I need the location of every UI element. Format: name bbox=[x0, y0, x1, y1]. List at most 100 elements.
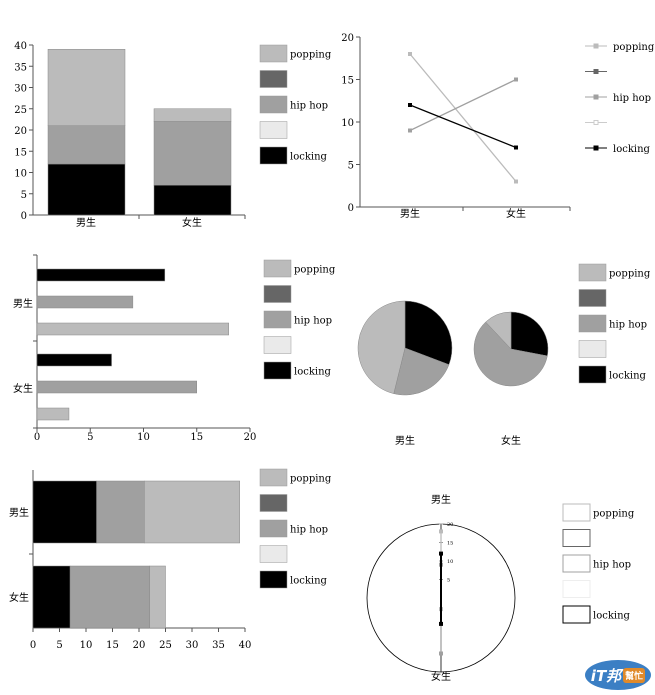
legend-swatch-0 bbox=[259, 468, 288, 487]
legend-label-2: hip hop bbox=[609, 320, 647, 331]
legend-label-4: locking bbox=[290, 152, 328, 163]
x-tick-label: 25 bbox=[159, 640, 172, 651]
pie-slice-popping-1 bbox=[485, 311, 512, 350]
x-tick-label: 0 bbox=[30, 640, 36, 651]
y-tick-label: 20 bbox=[341, 33, 354, 44]
legend-swatch-1 bbox=[259, 70, 288, 88]
radar-marker-hiphop bbox=[439, 651, 443, 656]
legend-label-4: locking bbox=[609, 371, 647, 382]
y-tick-label: 女生 bbox=[13, 382, 33, 395]
radar-tick-label: 15 bbox=[447, 541, 453, 547]
legend-label-4: locking bbox=[290, 576, 328, 587]
x-tick-label: 20 bbox=[133, 640, 146, 651]
legend-swatch-0 bbox=[578, 263, 607, 282]
legend-label-0: popping bbox=[613, 42, 655, 53]
bar-popping-1 bbox=[149, 565, 166, 629]
legend-label-0: popping bbox=[294, 265, 336, 276]
legend-swatch-2 bbox=[263, 310, 292, 329]
bar-hiphop-0 bbox=[96, 480, 145, 544]
legend-swatch-2 bbox=[259, 95, 288, 114]
x-tick-label: 15 bbox=[106, 640, 119, 651]
y-tick-label: 男生 bbox=[9, 506, 29, 519]
legend-swatch-3 bbox=[259, 545, 288, 563]
legend-swatch-4 bbox=[259, 570, 288, 589]
bar-locking-1 bbox=[153, 185, 232, 216]
legend-label-2: hip hop bbox=[613, 93, 651, 104]
bar-hiphop-1 bbox=[69, 565, 150, 629]
bar-popping-1 bbox=[153, 108, 232, 122]
marker-locking bbox=[514, 145, 518, 150]
x-tick-label: 40 bbox=[239, 640, 252, 651]
x-tick-label: 35 bbox=[212, 640, 225, 651]
legend-swatch-2 bbox=[259, 519, 288, 538]
y-tick-label: 女生 bbox=[9, 591, 29, 604]
y-tick-label: 25 bbox=[14, 105, 27, 116]
radar-marker-locking bbox=[439, 621, 443, 626]
bar-locking-1 bbox=[36, 353, 112, 367]
x-tick-label: 0 bbox=[34, 432, 40, 443]
bar-locking-0 bbox=[47, 163, 126, 216]
legend-label-4: locking bbox=[294, 367, 332, 378]
radar-tick-label: 5 bbox=[447, 578, 450, 584]
bar-locking-0 bbox=[36, 268, 166, 282]
legend-swatch-0 bbox=[562, 503, 591, 522]
x-tick-label: 30 bbox=[186, 640, 199, 651]
bar-locking-0 bbox=[32, 480, 97, 544]
radar-tick-label: 10 bbox=[447, 559, 453, 565]
x-tick-label: 5 bbox=[87, 432, 93, 443]
bar-popping-0 bbox=[47, 49, 126, 126]
y-tick-label: 30 bbox=[14, 84, 27, 95]
y-tick-label: 5 bbox=[348, 161, 354, 172]
line-hiphop bbox=[409, 78, 517, 132]
legend-label-4: locking bbox=[613, 144, 651, 155]
bar-hiphop-0 bbox=[36, 295, 134, 309]
legend-swatch-0 bbox=[259, 44, 288, 63]
logo-badge: 幫忙 bbox=[623, 667, 646, 683]
pie-slice-hiphop-0 bbox=[393, 347, 450, 396]
y-tick-label: 20 bbox=[14, 126, 27, 137]
legend-label-0: popping bbox=[593, 509, 635, 520]
legend-swatch-3 bbox=[578, 340, 607, 358]
radar-category-label: 男生 bbox=[431, 493, 451, 506]
pie-slice-popping-0 bbox=[357, 300, 406, 394]
legend-swatch-4 bbox=[578, 365, 607, 384]
marker-popping bbox=[408, 52, 412, 56]
legend-label-2: hip hop bbox=[593, 560, 631, 571]
y-tick-label: 35 bbox=[14, 62, 27, 73]
logo-text: iT邦 bbox=[590, 666, 622, 685]
legend-label-4: locking bbox=[593, 611, 631, 622]
bar-popping-0 bbox=[144, 480, 240, 544]
x-tick-label: 女生 bbox=[182, 216, 202, 229]
marker-popping bbox=[514, 179, 518, 184]
pie-label: 女生 bbox=[501, 434, 521, 447]
radar-marker-locking bbox=[439, 551, 443, 556]
legend-swatch-4 bbox=[263, 361, 292, 380]
bar-locking-1 bbox=[32, 565, 71, 629]
y-tick-label: 0 bbox=[21, 211, 27, 222]
legend-swatch-2 bbox=[562, 554, 591, 573]
legend-swatch-4 bbox=[562, 605, 591, 624]
legend-swatch-3 bbox=[263, 336, 292, 354]
legend-swatch-1 bbox=[263, 285, 292, 303]
legend-swatch-4 bbox=[259, 146, 288, 165]
legend-marker-4 bbox=[593, 145, 599, 151]
legend-label-2: hip hop bbox=[290, 101, 328, 112]
legend-label-0: popping bbox=[609, 269, 651, 280]
legend-swatch-1 bbox=[578, 289, 607, 307]
marker-hiphop bbox=[408, 128, 412, 133]
legend-swatch-1 bbox=[259, 494, 288, 512]
legend-swatch-0 bbox=[263, 259, 292, 278]
legend-label-0: popping bbox=[290, 474, 332, 485]
pie-slice-locking-1 bbox=[510, 311, 549, 357]
y-tick-label: 40 bbox=[14, 41, 27, 52]
legend-swatch-3 bbox=[259, 121, 288, 139]
bar-hiphop-1 bbox=[153, 121, 232, 186]
legend-marker-1 bbox=[593, 69, 599, 74]
bar-hiphop-0 bbox=[47, 125, 126, 165]
bar-popping-1 bbox=[36, 407, 70, 421]
ithome-logo: iT邦 幫忙 bbox=[585, 660, 651, 690]
pie-label: 男生 bbox=[395, 434, 415, 447]
y-tick-label: 男生 bbox=[13, 297, 33, 310]
y-tick-label: 0 bbox=[348, 203, 354, 214]
